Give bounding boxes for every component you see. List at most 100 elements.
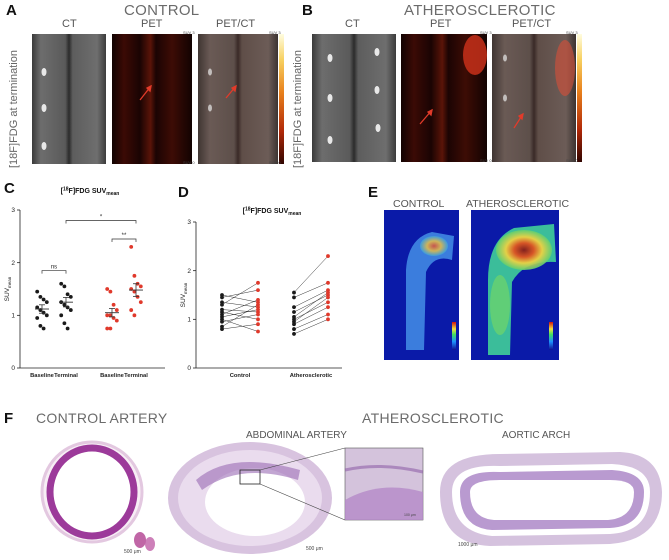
panel-a-petct-image [198,34,278,164]
panel-c-point [132,289,137,294]
panel-f-histology [40,440,662,554]
panel-a-suv-min-2: SUV 0 [269,160,281,165]
panel-c-point [65,305,70,310]
panel-c-point [59,281,64,286]
panel-d-terminal-point [326,295,330,300]
panel-c-point [59,313,64,318]
panel-c-point [41,326,46,331]
panel-d-baseline-point [292,332,296,336]
panel-a-pet-label: PET [141,18,163,30]
panel-c-category-label: Baseline [100,373,125,379]
panel-d-pair-line [293,292,329,318]
panel-b-suv-max-2: SUV 3 [566,30,578,35]
panel-c-point [41,297,46,302]
panel-d-letter: D [178,184,189,201]
abdominal-artery-section [168,442,346,554]
panel-e-letter: E [368,184,379,201]
panel-c-point [108,289,113,294]
panel-a-pet-image [112,34,192,164]
panel-d-pair-line [221,314,259,323]
panel-c-bracket-ns-label: ns [51,265,57,271]
panel-c-letter: C [4,180,15,197]
panel-f-athero-title: ATHEROSCLEROTIC [362,410,504,426]
panel-b-ct-image [312,34,396,162]
panel-d-pair-line [221,302,259,308]
panel-d-baseline-point [220,295,224,300]
panel-c-point [62,302,67,307]
panel-d-baseline-point [292,305,296,310]
panel-b-ct-label: CT [345,18,360,30]
panel-c-point [41,310,46,315]
panel-c-point [105,313,110,318]
panel-d-ytick-label: 2 [187,268,191,275]
panel-d-pair-line [221,309,259,313]
panel-d-terminal-point [256,307,260,312]
panel-f-aortic-label: AORTIC ARCH [502,430,571,441]
panel-c-bracket-single [65,220,137,224]
panel-a-suv-max-2: SUV 3 [269,30,281,35]
panel-c-point [132,273,137,278]
panel-c-point [62,321,67,326]
scale-bar-abdominal: 500 μm [306,546,323,552]
panel-d-terminal-point [256,288,260,293]
pet-hotspot [463,35,487,75]
panel-b-colorbar [577,34,582,162]
panel-d-terminal-point [256,329,260,334]
panel-d-ylabel: SUVmean [180,282,188,307]
ct-bright-spots [41,48,507,150]
panel-c-bracket-ns [41,270,67,274]
panel-d-pair-line [293,255,329,293]
panel-d-baseline-point [292,322,296,327]
panel-d-terminal-point [326,305,330,310]
panel-d-pair-line [221,323,259,330]
scale-bar-aortic: 1000 μm [458,542,478,548]
panel-d-terminal-point [256,317,260,322]
panel-d-pair-line [293,319,329,335]
panel-c-bracket-double [111,238,137,242]
panel-d-terminal-point [326,280,330,285]
panel-a-colorbar [279,34,284,164]
panel-c-point [129,244,134,249]
control-artery-map [406,232,454,350]
panel-c-ylabel: SUVmean [4,276,12,301]
panel-c-bracket-single-label: * [100,215,103,221]
panel-d-chart: [18F]FDG SUVmean 0 1 2 3 SUVmean Control Athero… [180,207,342,379]
panel-d-ytick-label: 1 [187,317,191,324]
panel-b-letter: B [302,2,313,19]
panel-f-control-title: CONTROL ARTERY [36,410,168,426]
panel-b-petct-label: PET/CT [512,18,552,30]
panel-d-terminal-point [256,322,260,327]
panel-a-title: CONTROL [124,2,200,19]
panel-c-ytick-label: 3 [11,207,15,214]
panel-e-control-label: CONTROL [393,198,445,210]
panel-d-baseline-point [292,290,296,295]
panel-c-point [65,326,70,331]
panel-d-terminal-point [326,312,330,317]
panel-c-category-label: Terminal [124,373,148,379]
panel-c-point [35,316,40,320]
panel-c-point [35,305,40,310]
scale-bar-inset: 100 μm [404,513,416,517]
aortic-arch-section [440,452,662,546]
panel-c-point [114,318,119,323]
panel-a-ct-label: CT [62,18,77,30]
panel-d-pair-line [293,289,329,308]
panel-d-pair-line [221,299,259,315]
panel-d-pair-line [293,297,329,322]
panel-c-ytick-label: 2 [11,260,15,267]
panel-c-point [44,300,49,305]
panel-c-point [44,313,49,318]
panel-d-baseline-point [292,327,296,331]
panel-d-baseline-point [220,319,224,324]
panel-c-title: [18F]FDG SUVmean [61,187,120,198]
control-map-scale [452,322,456,350]
panel-f-letter: F [4,410,14,427]
panel-d-terminal-point [256,297,260,302]
panel-d-pair-line [293,306,329,325]
panel-d-pair-line [221,319,259,332]
panel-d-pair-line [293,282,329,298]
panel-c-bracket-double-label: ** [122,233,127,239]
imaging-overlays [41,35,575,150]
panel-d-terminal-point [256,312,260,317]
athero-map-scale [549,322,553,350]
